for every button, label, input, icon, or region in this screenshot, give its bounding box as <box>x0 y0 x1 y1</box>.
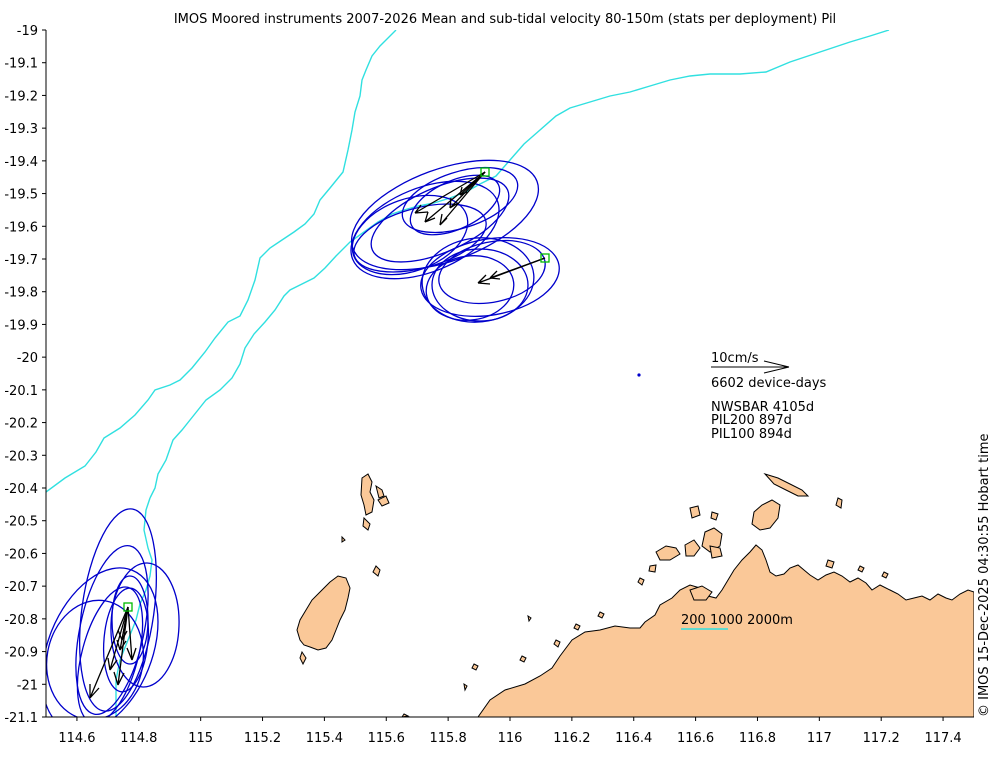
x-tick-label: 115.8 <box>430 731 467 746</box>
x-tick-label: 114.6 <box>58 731 95 746</box>
y-tick-label: -20.9 <box>4 646 38 661</box>
y-tick-label: -20.4 <box>4 482 38 497</box>
y-tick-label: -20.6 <box>4 547 38 562</box>
x-tick-label: 115 <box>188 731 213 746</box>
variance-ellipses-pil200 <box>420 237 560 323</box>
isobath-lines <box>46 30 890 717</box>
y-tick-label: -21 <box>17 678 38 693</box>
x-tick-label: 117.2 <box>863 731 900 746</box>
x-tick-label: 116 <box>498 731 523 746</box>
barrow-island <box>296 575 351 651</box>
y-tick-label: -19.5 <box>4 188 38 203</box>
y-tick-label: -21.1 <box>4 711 38 726</box>
y-tick-label: -20 <box>17 351 38 366</box>
figure-title: IMOS Moored instruments 2007-2026 Mean a… <box>174 12 836 27</box>
variance-ellipses-nwsbar <box>350 159 540 280</box>
mooring-markers <box>123 167 550 612</box>
y-tick-label: -19.7 <box>4 253 38 268</box>
velocity-arrows <box>89 171 546 699</box>
x-axis-ticks: 114.6 114.8 115 115.2 115.4 115.6 115.8 116 116.… <box>58 717 962 746</box>
dampier-archipelago <box>401 472 889 717</box>
x-tick-label: 115.4 <box>306 731 343 746</box>
mainland-landmass <box>477 544 974 717</box>
y-tick-label: -19.3 <box>4 122 38 137</box>
x-tick-label: 116.8 <box>739 731 776 746</box>
x-tick-label: 114.8 <box>120 731 157 746</box>
x-tick-label: 115.6 <box>368 731 405 746</box>
y-tick-label: -19.8 <box>4 286 38 301</box>
montebello-islands <box>341 473 390 577</box>
x-tick-label: 117.4 <box>924 731 961 746</box>
y-tick-label: -20.8 <box>4 613 38 628</box>
y-tick-label: -20.7 <box>4 580 38 595</box>
station-marker-nwsbar <box>480 167 490 177</box>
y-tick-label: -19.9 <box>4 318 38 333</box>
y-axis-ticks: -19 -19.1 -19.2 -19.3 -19.4 -19.5 -19.6 -19.7 -1… <box>4 24 46 726</box>
y-tick-label: -19 <box>17 24 38 39</box>
isobath-200m <box>46 30 397 493</box>
scale-arrow <box>711 360 790 374</box>
variance-ellipses-pil100 <box>46 508 180 717</box>
y-tick-label: -20.1 <box>4 384 38 399</box>
scale-arrow-label: 10cm/s <box>711 351 759 366</box>
isolated-point-marker <box>637 373 641 377</box>
x-tick-label: 116.2 <box>553 731 590 746</box>
y-tick-label: -19.4 <box>4 155 38 170</box>
station-label-pil100: PIL100 894d <box>711 427 792 442</box>
x-tick-label: 116.4 <box>615 731 652 746</box>
x-tick-label: 117 <box>807 731 832 746</box>
station-label-nwsbar: NWSBAR 4105d <box>711 400 814 415</box>
station-marker-pil100 <box>123 602 133 612</box>
map-area <box>46 30 974 717</box>
isobath-legend-label: 200 1000 2000m <box>681 613 793 628</box>
y-tick-label: -19.2 <box>4 89 38 104</box>
y-tick-label: -19.6 <box>4 220 38 235</box>
timestamp-label: © IMOS 15-Dec-2025 04:30:55 Hobart time <box>977 433 992 717</box>
station-marker-pil200 <box>540 253 550 263</box>
y-tick-label: -20.5 <box>4 515 38 530</box>
isobath-1000m <box>149 30 890 499</box>
y-tick-label: -20.3 <box>4 449 38 464</box>
x-tick-label: 115.2 <box>244 731 281 746</box>
device-days-label: 6602 device-days <box>711 376 827 391</box>
x-tick-label: 116.6 <box>677 731 714 746</box>
station-label-pil200: PIL200 897d <box>711 413 792 428</box>
isobath-2000m <box>115 497 153 717</box>
y-tick-label: -20.2 <box>4 417 38 432</box>
y-tick-label: -19.1 <box>4 57 38 72</box>
